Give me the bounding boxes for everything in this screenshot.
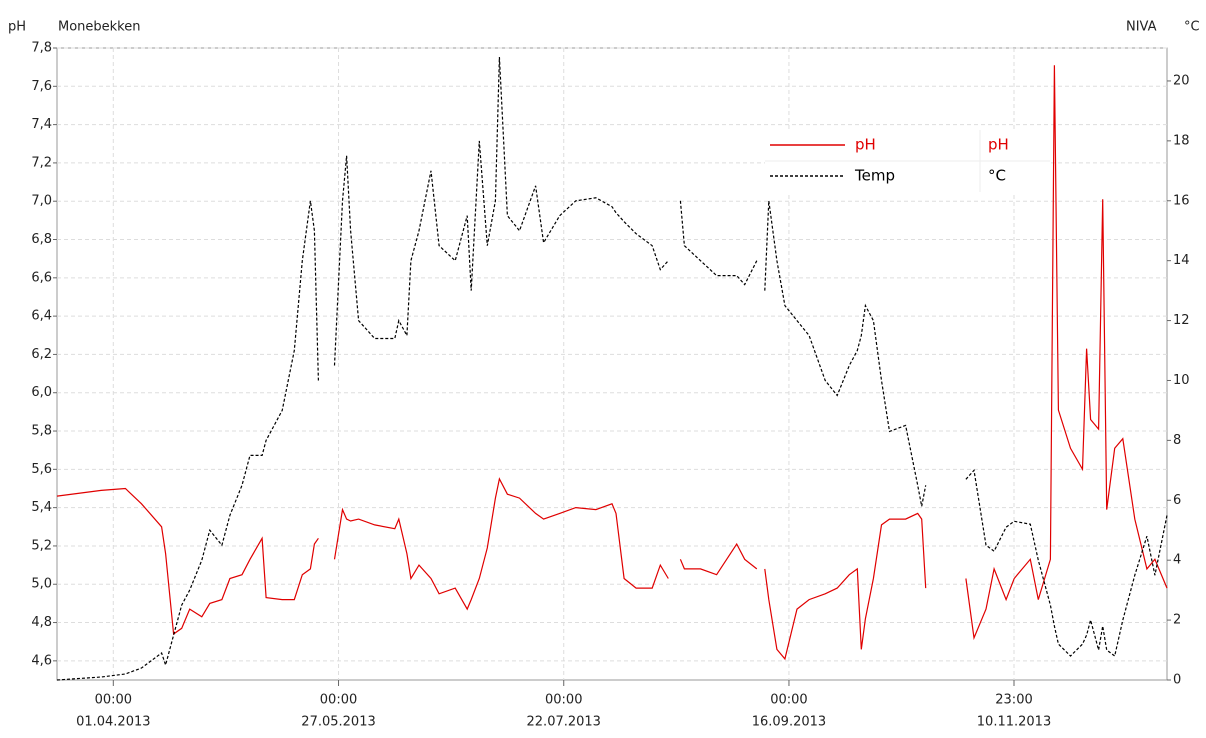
y-tick-label: 4,6 [31, 653, 52, 668]
y-tick-label: 5,4 [31, 500, 52, 515]
y-tick-label: 6,4 [31, 309, 52, 324]
legend-unit: pH [988, 136, 1009, 154]
series-line [56, 56, 1168, 681]
y-tick-label: 7,0 [31, 194, 52, 209]
y-tick-label: 7,6 [31, 79, 52, 94]
legend-label: Temp [854, 167, 895, 185]
y2-tick-label: 12 [1173, 313, 1190, 328]
x-tick-date: 27.05.2013 [301, 715, 375, 730]
y2-tick-label: 14 [1173, 253, 1190, 268]
x-tick-date: 22.07.2013 [527, 715, 601, 730]
x-tick-time: 00:00 [545, 693, 582, 708]
y-tick-label: 7,2 [31, 155, 52, 170]
legend-unit: °C [988, 167, 1006, 185]
x-tick-date: 16.09.2013 [752, 715, 826, 730]
y-tick-label: 5,6 [31, 462, 52, 477]
x-tick-time: 23:00 [995, 693, 1032, 708]
y2-tick-label: 18 [1173, 133, 1190, 148]
y2-tick-label: 4 [1173, 553, 1181, 568]
y2-tick-label: 10 [1173, 373, 1190, 388]
y-tick-label: 6,0 [31, 385, 52, 400]
x-tick-date: 10.11.2013 [977, 715, 1051, 730]
y-tick-label: 6,8 [31, 232, 52, 247]
y-axis-label: pH [8, 20, 26, 35]
y-tick-label: 6,6 [31, 270, 52, 285]
legend: pH pH Temp °C [765, 130, 1050, 192]
y2-tick-label: 6 [1173, 493, 1181, 508]
x-tick-time: 00:00 [95, 693, 132, 708]
y-tick-label: 4,8 [31, 615, 52, 630]
plot [53, 47, 1171, 686]
y-tick-label: 5,0 [31, 577, 52, 592]
y-tick-label: 7,8 [31, 41, 52, 56]
y-tick-label: 7,4 [31, 117, 52, 132]
y-tick-label: 5,2 [31, 538, 52, 553]
x-tick-date: 01.04.2013 [76, 715, 150, 730]
x-tick-time: 00:00 [320, 693, 357, 708]
legend-label: pH [855, 136, 876, 154]
y2-axis-label: °C [1184, 20, 1200, 35]
source-label: NIVA [1126, 20, 1157, 35]
y2-tick-label: 16 [1173, 193, 1190, 208]
y2-tick-label: 0 [1173, 673, 1181, 688]
series-line [56, 65, 1168, 661]
x-tick-time: 00:00 [770, 693, 807, 708]
y2-tick-label: 8 [1173, 433, 1181, 448]
y-tick-label: 6,2 [31, 347, 52, 362]
y2-tick-label: 2 [1173, 613, 1181, 628]
chart-title: Monebekken [58, 20, 141, 35]
y-tick-label: 5,8 [31, 424, 52, 439]
y2-tick-label: 20 [1173, 73, 1190, 88]
